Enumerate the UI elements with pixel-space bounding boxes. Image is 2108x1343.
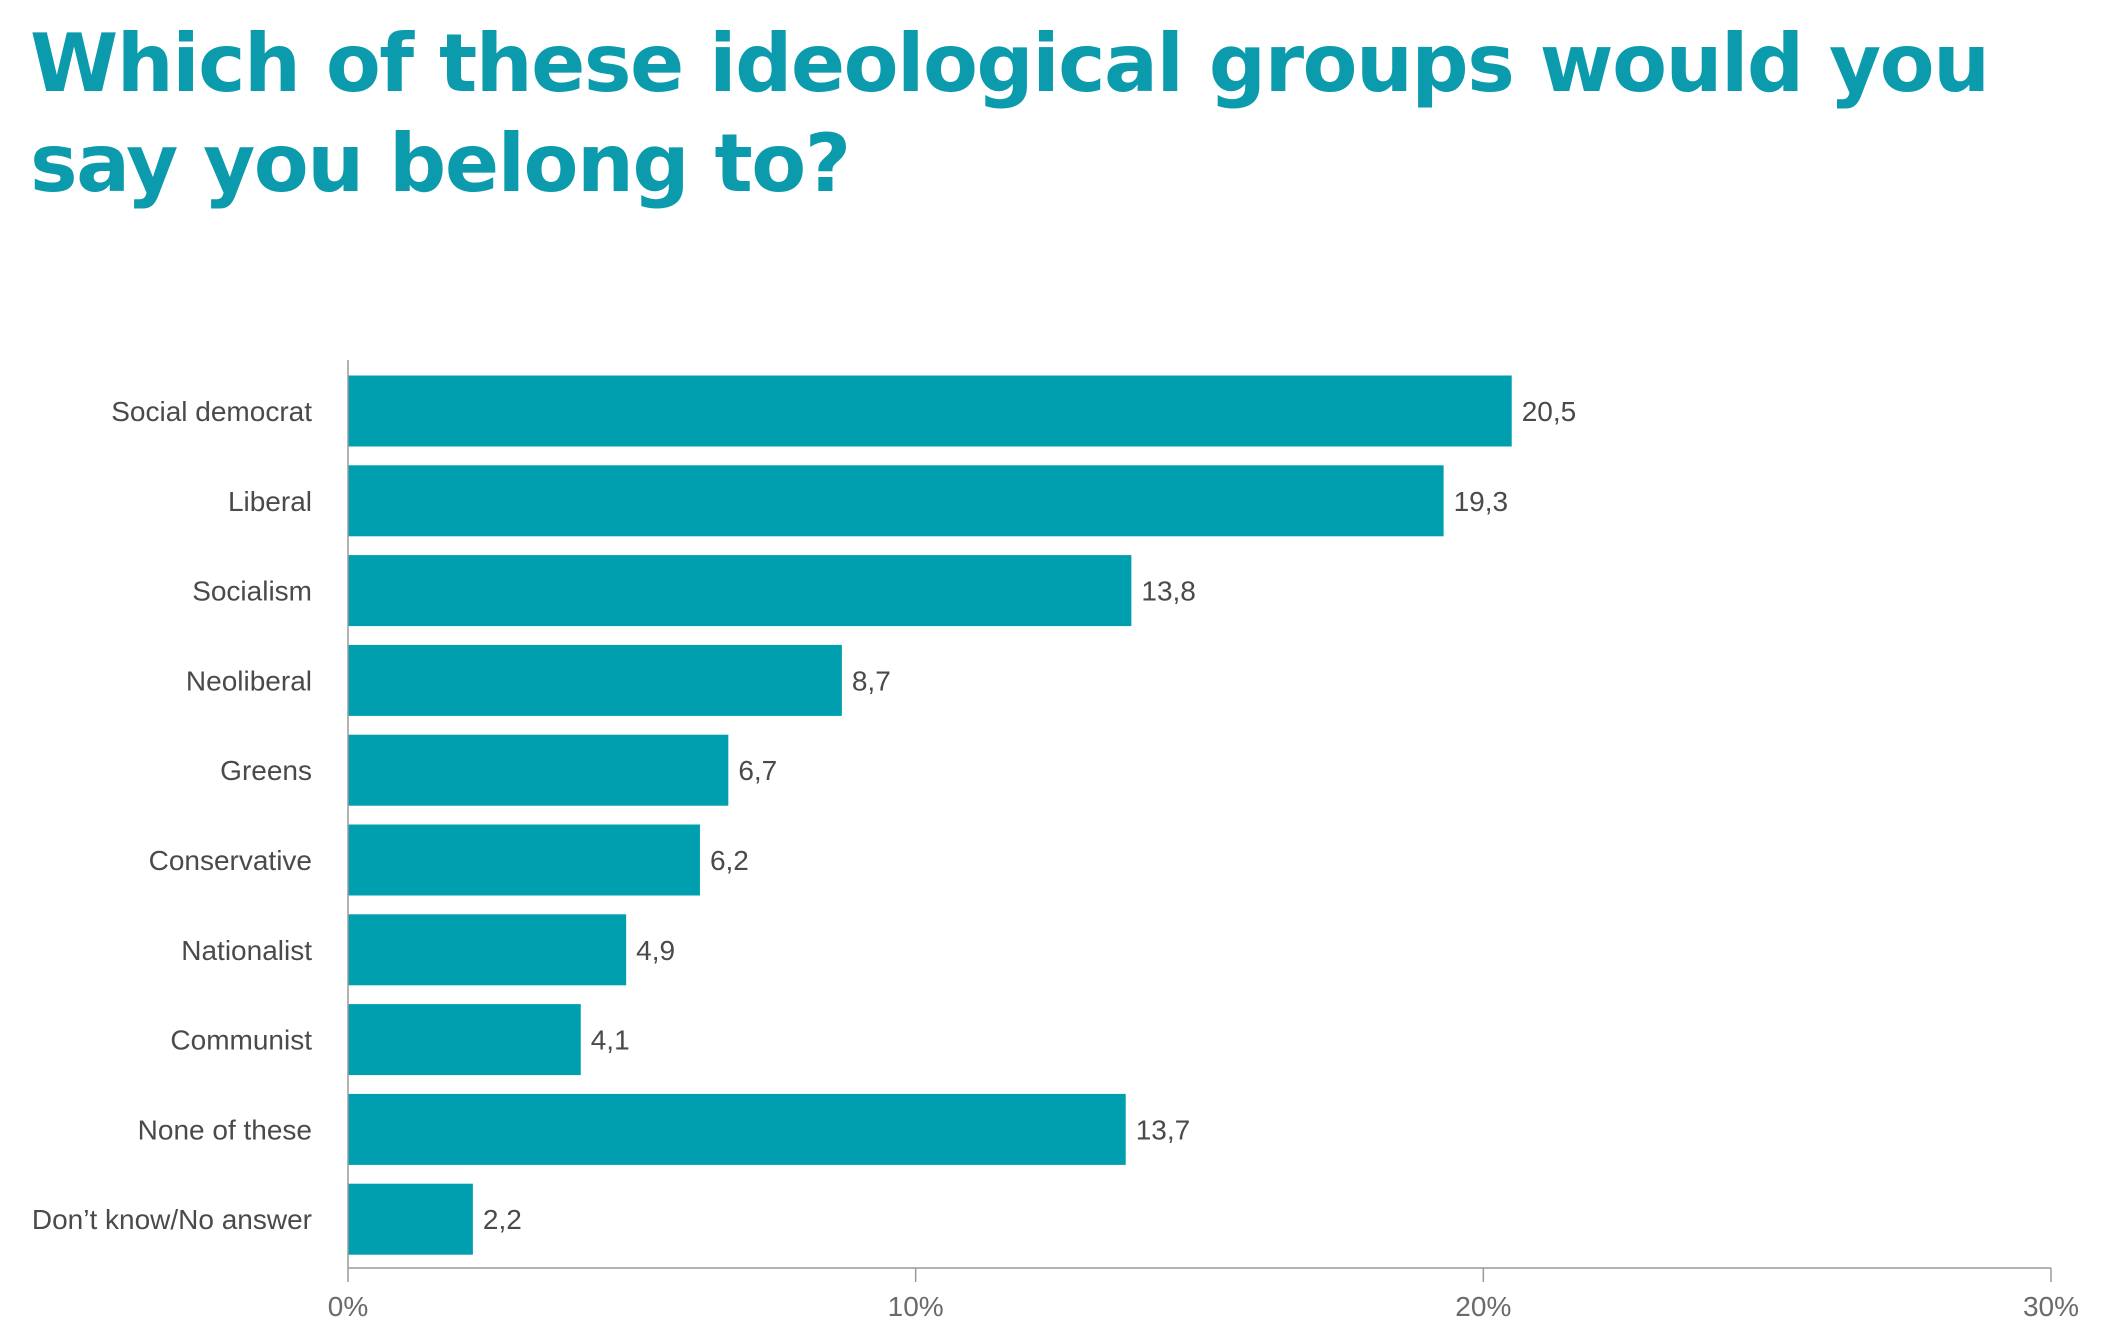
- bar-6: [348, 914, 627, 986]
- category-label: Don’t know/No answer: [32, 1204, 312, 1235]
- x-tick-label: 0%: [328, 1291, 368, 1322]
- x-tick-label: 30%: [2023, 1291, 2079, 1322]
- category-label: Communist: [170, 1025, 312, 1056]
- bar-3: [348, 644, 842, 716]
- bar-4: [348, 734, 729, 806]
- value-label: 13,7: [1136, 1114, 1191, 1145]
- value-label: 4,1: [591, 1025, 630, 1056]
- bar-0: [348, 375, 1512, 447]
- bars: [348, 375, 1512, 1255]
- value-label: 6,7: [738, 755, 777, 786]
- category-label: Liberal: [228, 486, 312, 517]
- category-label: Socialism: [192, 576, 312, 607]
- category-labels: Social democrat Liberal Socialism Neolibera…: [32, 396, 312, 1235]
- bar-9: [348, 1183, 473, 1255]
- value-label: 2,2: [483, 1204, 522, 1235]
- value-labels: 20,5 19,3 13,8 8,7 6,7 6,2 4,9 4,1 13,7 2,2: [483, 396, 1576, 1235]
- category-label: None of these: [138, 1114, 312, 1145]
- category-label: Neoliberal: [186, 665, 312, 696]
- x-tick-label: 20%: [1455, 1291, 1511, 1322]
- value-label: 19,3: [1454, 486, 1509, 517]
- bar-7: [348, 1004, 581, 1076]
- value-label: 8,7: [852, 665, 891, 696]
- category-label: Nationalist: [181, 935, 312, 966]
- value-label: 6,2: [710, 845, 749, 876]
- category-label: Social democrat: [111, 396, 312, 427]
- category-label: Conservative: [149, 845, 312, 876]
- value-label: 20,5: [1522, 396, 1577, 427]
- bar-2: [348, 555, 1132, 627]
- x-tick-label: 10%: [888, 1291, 944, 1322]
- bar-5: [348, 824, 700, 896]
- category-label: Greens: [220, 755, 312, 786]
- bar-8: [348, 1093, 1126, 1165]
- chart-title: Which of these ideological groups would …: [30, 17, 1990, 210]
- axes: 0% 10% 20% 30%: [328, 360, 2079, 1322]
- bar-1: [348, 465, 1444, 537]
- value-label: 13,8: [1141, 576, 1196, 607]
- value-label: 4,9: [636, 935, 675, 966]
